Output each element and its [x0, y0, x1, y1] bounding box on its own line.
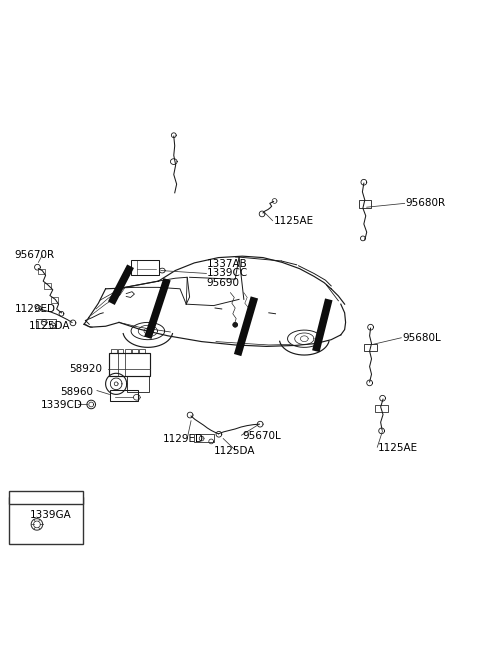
Text: 58920: 58920: [70, 365, 103, 374]
Bar: [194, 434, 214, 442]
Bar: [359, 201, 371, 208]
Bar: [36, 319, 56, 328]
Bar: [364, 343, 377, 351]
Text: 95670L: 95670L: [242, 431, 281, 441]
Text: 95690: 95690: [206, 278, 240, 288]
Bar: [9, 491, 83, 504]
Text: 1125DA: 1125DA: [29, 321, 70, 331]
Polygon shape: [144, 278, 171, 339]
Bar: [118, 349, 123, 353]
Bar: [38, 269, 45, 274]
Bar: [9, 497, 83, 544]
Bar: [127, 376, 149, 392]
Bar: [110, 390, 138, 401]
Polygon shape: [234, 296, 258, 356]
Polygon shape: [312, 298, 333, 352]
Text: 1339CC: 1339CC: [206, 268, 248, 278]
Text: 58960: 58960: [60, 386, 94, 396]
Bar: [132, 349, 138, 353]
Bar: [109, 353, 150, 376]
Bar: [131, 260, 159, 276]
Text: 1125AE: 1125AE: [274, 216, 314, 226]
Polygon shape: [233, 323, 237, 327]
Text: 1125AE: 1125AE: [378, 443, 419, 453]
Text: 1337AB: 1337AB: [206, 259, 247, 269]
Bar: [44, 283, 51, 289]
Bar: [139, 349, 145, 353]
Polygon shape: [108, 264, 134, 305]
Bar: [375, 405, 388, 412]
Text: 95670R: 95670R: [14, 250, 55, 260]
Text: 1129ED: 1129ED: [14, 304, 55, 314]
Text: 1129ED: 1129ED: [163, 434, 204, 444]
Text: 95680R: 95680R: [406, 199, 446, 208]
Text: 1125DA: 1125DA: [214, 446, 255, 456]
Bar: [125, 349, 131, 353]
Text: 95680L: 95680L: [402, 333, 441, 343]
Text: 1339GA: 1339GA: [30, 511, 72, 521]
Bar: [51, 297, 58, 303]
Bar: [111, 349, 117, 353]
Text: 1339CD: 1339CD: [41, 400, 83, 410]
